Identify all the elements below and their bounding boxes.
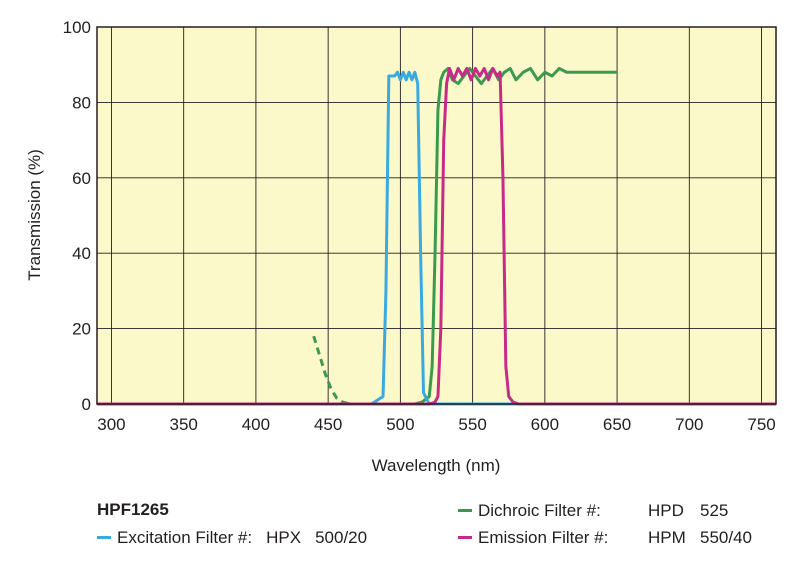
legend-emission-value: 550/40 <box>700 528 752 547</box>
legend-emission-part: HPM <box>648 528 686 547</box>
legend-excitation-swatch <box>97 536 111 540</box>
tick-labels: 300 350 400 450 500 550 600 650 700 750 0 20 40 60 80 1… <box>63 18 776 434</box>
legend-dichroic: Dichroic Filter #: HPD 525 <box>458 500 728 522</box>
legend-dichroic-name: Dichroic Filter #: <box>478 501 601 520</box>
legend-emission-name: Emission Filter #: <box>478 528 609 547</box>
plot-frame <box>96 26 777 405</box>
y-tick-label-100: 100 <box>63 18 91 37</box>
model-label: HPF1265 <box>97 500 169 519</box>
x-tick-label-450: 450 <box>314 415 342 434</box>
x-tick-label-600: 600 <box>531 415 559 434</box>
legend-dichroic-swatch <box>458 509 472 513</box>
y-tick-label-20: 20 <box>72 320 91 339</box>
x-tick-label-700: 700 <box>675 415 703 434</box>
y-tick-label-40: 40 <box>72 244 91 263</box>
x-tick-label-500: 500 <box>386 415 414 434</box>
x-axis-label: Wavelength (nm) <box>372 456 501 475</box>
legend-excitation-name: Excitation Filter #: <box>117 528 253 547</box>
legend-emission: Emission Filter #: HPM 550/40 <box>458 527 752 549</box>
x-tick-label-300: 300 <box>97 415 125 434</box>
legend-dichroic-value: 525 <box>700 501 729 520</box>
series-excitation-line <box>97 70 776 406</box>
y-tick-label-0: 0 <box>82 395 91 414</box>
y-axis-label: Transmission (%) <box>25 149 44 281</box>
x-tick-label-750: 750 <box>747 415 775 434</box>
y-tick-label-60: 60 <box>72 169 91 188</box>
legend-excitation-value: 500/20 <box>315 528 368 547</box>
x-tick-label-350: 350 <box>169 415 197 434</box>
legend-excitation: Excitation Filter #: HPX 500/20 <box>97 527 367 549</box>
legend-dichroic-part: HPD <box>648 501 684 520</box>
y-tick-label-80: 80 <box>72 93 91 112</box>
x-tick-label-400: 400 <box>242 415 270 434</box>
x-tick-label-550: 550 <box>458 415 486 434</box>
series-dichroic-dashed-line <box>312 335 344 404</box>
series-emission-line <box>97 66 776 406</box>
legend-excitation-part: HPX <box>266 528 302 547</box>
legend-emission-swatch <box>458 536 472 540</box>
x-tick-label-650: 650 <box>603 415 631 434</box>
